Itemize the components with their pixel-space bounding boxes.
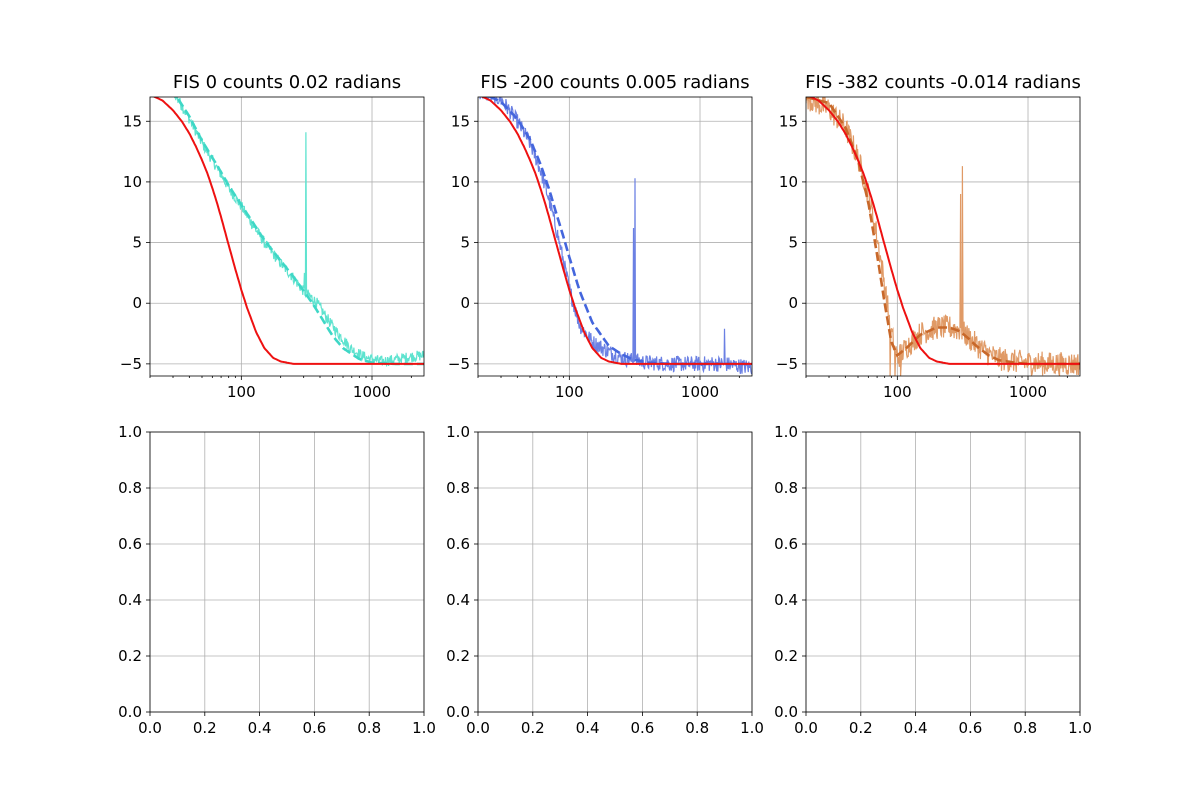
y-tick-label: 0 bbox=[132, 294, 142, 312]
x-tick-label: 0.2 bbox=[521, 719, 545, 737]
subplot-1: 100 1000 −5 0 5 10 15 FIS 0 counts 0.02 radians bbox=[120, 72, 425, 401]
model-trace-line bbox=[808, 97, 1080, 365]
x-tick-label: 1.0 bbox=[1068, 719, 1092, 737]
model-trace-line bbox=[152, 97, 424, 365]
y-tick-label: −5 bbox=[448, 355, 470, 373]
y-tick-label: 0.2 bbox=[118, 647, 142, 665]
y-tick-label: 0.8 bbox=[446, 479, 470, 497]
y-tick-label: −5 bbox=[776, 355, 798, 373]
axes-frame bbox=[477, 431, 753, 713]
y-tick-label: 10 bbox=[451, 173, 470, 191]
y-tick-label: 15 bbox=[123, 112, 142, 130]
grid-lines bbox=[150, 97, 424, 376]
y-tick-label: 0 bbox=[788, 294, 798, 312]
y-tick-label: 0.4 bbox=[118, 591, 142, 609]
y-tick-label: 0 bbox=[460, 294, 470, 312]
x-tick-label: 100 bbox=[227, 383, 256, 401]
x-tick-label: 0.8 bbox=[685, 719, 709, 737]
y-tick-label: 0.6 bbox=[446, 535, 470, 553]
x-tick-label: 0.2 bbox=[193, 719, 217, 737]
x-tick-label: 0.4 bbox=[248, 719, 272, 737]
x-tick-label: 0.8 bbox=[357, 719, 381, 737]
y-tick-label: 0.6 bbox=[774, 535, 798, 553]
y-tick-label: 5 bbox=[132, 234, 142, 252]
y-tick-label: 5 bbox=[788, 234, 798, 252]
tick-group: 0.0 0.2 0.4 0.6 0.8 1.0 0.0 0.2 0.4 0.6 0.8 1.0 bbox=[118, 423, 436, 737]
tick-group: 0.0 0.2 0.4 0.6 0.8 1.0 0.0 0.2 0.4 0.6 0.8 1.0 bbox=[446, 423, 764, 737]
axes-frame bbox=[805, 96, 1081, 377]
axes-frame bbox=[149, 96, 425, 377]
x-tick-label: 0.8 bbox=[1013, 719, 1037, 737]
y-tick-label: 1.0 bbox=[118, 423, 142, 441]
series-group bbox=[479, 97, 752, 375]
y-tick-label: 0.0 bbox=[774, 703, 798, 721]
y-tick-label: −5 bbox=[120, 355, 142, 373]
x-tick-label: 0.4 bbox=[904, 719, 928, 737]
x-tick-label: 1000 bbox=[353, 383, 391, 401]
y-tick-label: 0.4 bbox=[446, 591, 470, 609]
axes-frame bbox=[149, 431, 425, 713]
y-tick-label: 0.8 bbox=[118, 479, 142, 497]
y-tick-label: 10 bbox=[779, 173, 798, 191]
x-tick-label: 0.6 bbox=[302, 719, 326, 737]
subplot-title: FIS -382 counts -0.014 radians bbox=[805, 72, 1081, 93]
y-tick-label: 0.6 bbox=[118, 535, 142, 553]
y-tick-label: 0.2 bbox=[774, 647, 798, 665]
subplot-6: 0.0 0.2 0.4 0.6 0.8 1.0 0.0 0.2 0.4 0.6 0.8 1.0 bbox=[774, 423, 1092, 737]
y-tick-label: 0.0 bbox=[446, 703, 470, 721]
tick-group: 100 1000 −5 0 5 10 15 bbox=[448, 112, 740, 401]
x-tick-label: 1.0 bbox=[740, 719, 764, 737]
subplot-title: FIS -200 counts 0.005 radians bbox=[480, 72, 749, 93]
x-tick-label: 1.0 bbox=[412, 719, 436, 737]
y-tick-label: 1.0 bbox=[774, 423, 798, 441]
axes-frame bbox=[477, 96, 753, 377]
axes-frame bbox=[805, 431, 1081, 713]
subplot-4: 0.0 0.2 0.4 0.6 0.8 1.0 0.0 0.2 0.4 0.6 0.8 1.0 bbox=[118, 423, 436, 737]
tick-group: 0.0 0.2 0.4 0.6 0.8 1.0 0.0 0.2 0.4 0.6 0.8 1.0 bbox=[774, 423, 1092, 737]
x-tick-label: 0.4 bbox=[576, 719, 600, 737]
series-group bbox=[152, 97, 424, 368]
x-tick-label: 0.0 bbox=[138, 719, 162, 737]
x-tick-label: 100 bbox=[883, 383, 912, 401]
y-tick-label: 15 bbox=[451, 112, 470, 130]
subplot-5: 0.0 0.2 0.4 0.6 0.8 1.0 0.0 0.2 0.4 0.6 0.8 1.0 bbox=[446, 423, 764, 737]
x-tick-label: 0.6 bbox=[630, 719, 654, 737]
x-tick-label: 0.0 bbox=[794, 719, 818, 737]
subplot-2: 100 1000 −5 0 5 10 15 FIS -200 counts 0.005 rad… bbox=[448, 72, 753, 401]
x-tick-label: 1000 bbox=[681, 383, 719, 401]
y-tick-label: 10 bbox=[123, 173, 142, 191]
subplot-3: 100 1000 −5 0 5 10 15 FIS -382 counts -0.014 ra… bbox=[776, 72, 1081, 401]
x-tick-label: 0.0 bbox=[466, 719, 490, 737]
y-tick-label: 0.4 bbox=[774, 591, 798, 609]
x-tick-label: 1000 bbox=[1009, 383, 1047, 401]
x-tick-label: 100 bbox=[555, 383, 584, 401]
tick-group: 100 1000 −5 0 5 10 15 bbox=[776, 112, 1068, 401]
y-tick-label: 5 bbox=[460, 234, 470, 252]
model-trace-line bbox=[480, 97, 752, 365]
series-group bbox=[806, 97, 1080, 376]
y-tick-label: 0.8 bbox=[774, 479, 798, 497]
x-tick-label: 0.6 bbox=[958, 719, 982, 737]
y-tick-label: 0.0 bbox=[118, 703, 142, 721]
y-tick-label: 15 bbox=[779, 112, 798, 130]
grid-lines bbox=[478, 97, 752, 376]
y-tick-label: 0.2 bbox=[446, 647, 470, 665]
y-tick-label: 1.0 bbox=[446, 423, 470, 441]
x-tick-label: 0.2 bbox=[849, 719, 873, 737]
tick-group: 100 1000 −5 0 5 10 15 bbox=[120, 112, 412, 401]
subplot-title: FIS 0 counts 0.02 radians bbox=[173, 72, 401, 93]
